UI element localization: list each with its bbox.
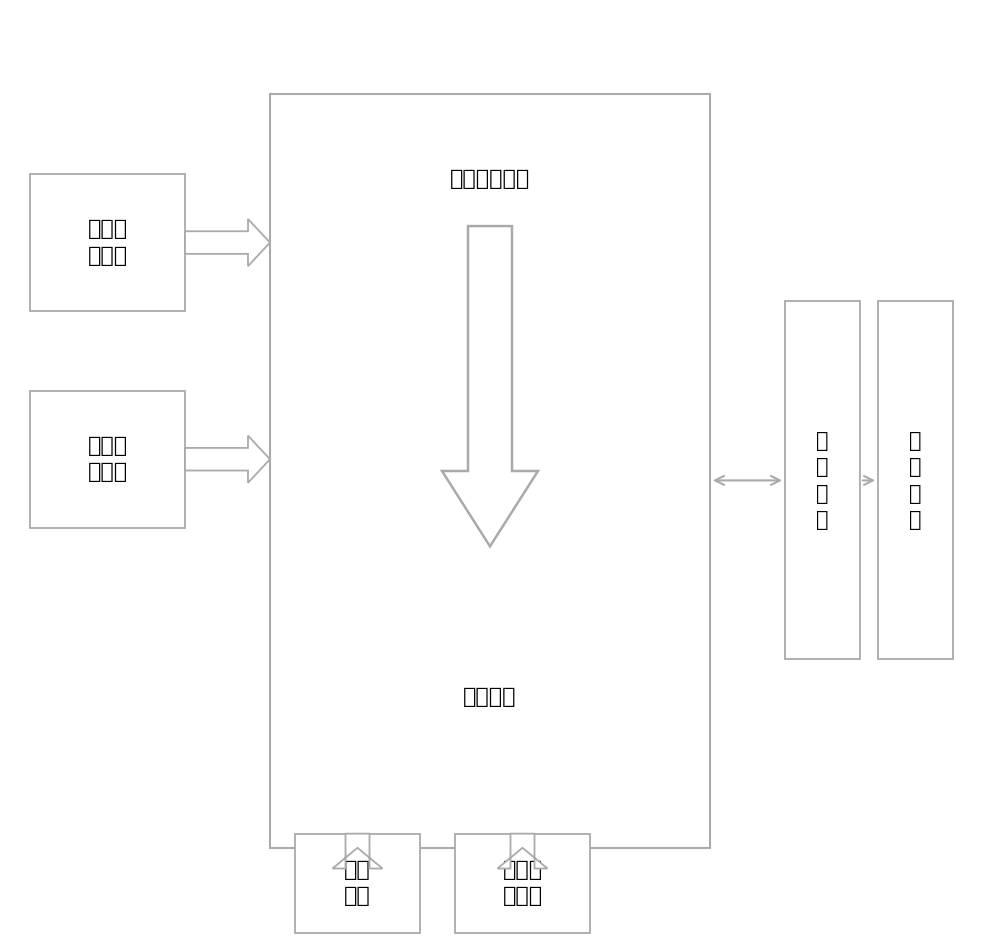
Polygon shape (442, 226, 538, 546)
Text: 告
警
单
元: 告 警 单 元 (909, 430, 922, 530)
Text: 电源
模块: 电源 模块 (344, 860, 371, 906)
Text: 通
信
模
块: 通 信 模 块 (816, 430, 829, 530)
Text: 直流防
雷模块: 直流防 雷模块 (502, 860, 543, 906)
Polygon shape (185, 219, 270, 266)
Bar (30, 174, 185, 311)
Bar (270, 94, 710, 848)
Bar (455, 834, 590, 933)
Text: 数据处理单元: 数据处理单元 (450, 169, 530, 189)
Polygon shape (332, 834, 382, 869)
Bar (30, 391, 185, 528)
Bar (878, 301, 953, 659)
Text: 电压采
集单元: 电压采 集单元 (87, 436, 128, 482)
Bar (785, 301, 860, 659)
Text: 判断单元: 判断单元 (463, 687, 517, 707)
Polygon shape (185, 435, 270, 483)
Polygon shape (497, 834, 548, 869)
Text: 电流感
测单元: 电流感 测单元 (87, 219, 128, 266)
Bar (295, 834, 420, 933)
